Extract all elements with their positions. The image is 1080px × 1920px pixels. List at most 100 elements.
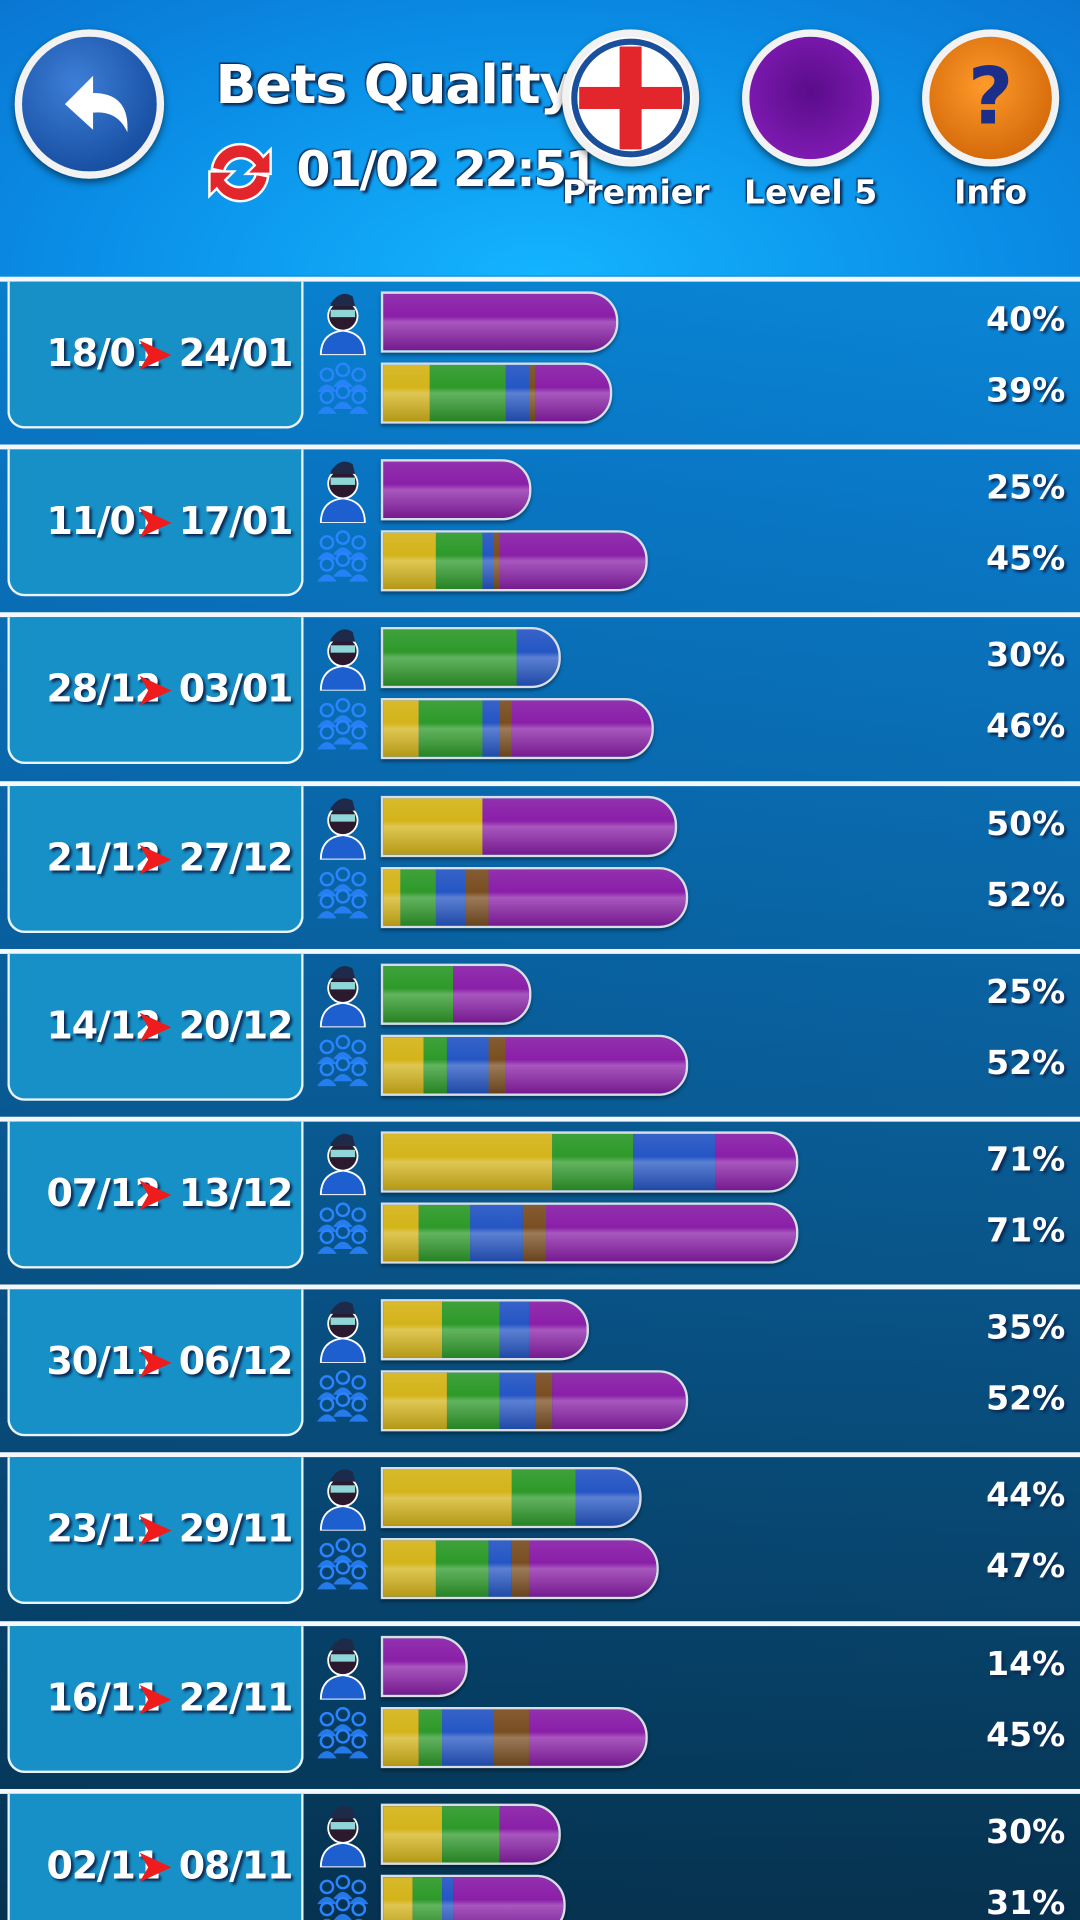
arrow-icon [139, 508, 172, 538]
date-to: 03/01 [178, 667, 294, 712]
bar-segment [418, 1708, 442, 1766]
icon-shape [351, 1733, 367, 1749]
icon-shape [351, 1397, 367, 1413]
user-bar [380, 1803, 561, 1865]
date-box: 02/11 08/11 [7, 1793, 304, 1920]
icon-shape [335, 1728, 351, 1744]
icon-shape [330, 965, 356, 979]
community-bar [380, 1202, 799, 1264]
icon-shape [335, 1224, 351, 1240]
icon-shape [333, 1723, 353, 1731]
week-row: 16/11 22/11 14% 45% [0, 1620, 1080, 1790]
updated-time: 01/02 22:51 [296, 142, 599, 199]
icon-shape [330, 1821, 356, 1830]
back-button[interactable] [14, 29, 165, 179]
community-icon [317, 1034, 369, 1086]
bar-segment [453, 1876, 564, 1920]
user-icon [319, 293, 366, 356]
bar-segment [383, 1708, 419, 1766]
icon-shape [330, 813, 356, 822]
title: Bets Quality [215, 53, 575, 117]
bar-segment [493, 1708, 529, 1766]
date-to: 17/01 [178, 499, 294, 544]
icon-shape [317, 888, 337, 896]
user-icon [319, 1301, 366, 1364]
icon-shape [351, 1229, 367, 1245]
icon-shape [330, 1149, 356, 1158]
user-icon [319, 1637, 366, 1700]
arrow-icon [139, 1012, 172, 1042]
icon-shape [351, 725, 367, 741]
bar-segment [511, 1469, 576, 1527]
icon-shape [319, 1565, 335, 1581]
icon-shape [330, 1469, 356, 1483]
refresh-icon[interactable] [202, 135, 278, 211]
community-icon [317, 866, 369, 918]
community-percent: 39% [986, 372, 1066, 411]
icon-shape [333, 1577, 353, 1585]
icon-shape [317, 910, 337, 918]
icon-shape [333, 1051, 353, 1059]
icon-shape [351, 1711, 367, 1727]
user-bar [380, 795, 677, 857]
icon-shape [319, 1879, 335, 1895]
bar-segment [499, 700, 512, 758]
bar-segment [505, 364, 529, 422]
bar-segment [493, 532, 500, 590]
icon-shape [335, 1034, 351, 1050]
user-icon [319, 1133, 366, 1196]
community-bar [380, 1034, 689, 1096]
community-percent: 45% [986, 1716, 1066, 1755]
bar-segment [383, 1876, 413, 1920]
bar-segment [441, 1301, 500, 1359]
user-icon [319, 1469, 366, 1532]
icon-shape [335, 384, 351, 400]
bar-segment [447, 1372, 500, 1430]
community-percent: 47% [986, 1548, 1066, 1587]
bar-segment [464, 868, 488, 926]
date-to: 29/11 [178, 1507, 294, 1552]
icon-shape [335, 1874, 351, 1890]
icon-shape [319, 725, 335, 741]
icon-shape [333, 1387, 353, 1395]
icon-shape [319, 1169, 366, 1196]
icon-shape [319, 557, 335, 573]
bar-segment [383, 797, 483, 855]
bar-segment [429, 364, 506, 422]
user-bar [380, 1131, 799, 1193]
icon-shape [335, 698, 351, 714]
info-button[interactable]: ? [922, 29, 1060, 167]
level-button[interactable] [742, 29, 880, 167]
icon-shape [317, 720, 337, 728]
community-bar [380, 530, 648, 592]
arrow-shape [139, 508, 172, 538]
icon-shape [330, 629, 356, 643]
community-percent: 71% [986, 1212, 1066, 1251]
icon-shape [319, 1229, 335, 1245]
date-to: 06/12 [178, 1339, 294, 1384]
bar-segment [447, 1036, 488, 1094]
community-icon [317, 1202, 369, 1254]
community-percent: 52% [986, 876, 1066, 915]
user-percent: 14% [986, 1645, 1066, 1684]
icon-shape [335, 1896, 351, 1912]
bar-segment [487, 1036, 506, 1094]
league-button[interactable] [562, 29, 700, 167]
icon-shape [330, 461, 356, 475]
icon-shape [348, 742, 369, 750]
bar-segment [441, 1805, 500, 1863]
bar-segment [383, 1637, 465, 1695]
icon-shape [319, 1505, 366, 1532]
community-percent: 52% [986, 1044, 1066, 1083]
bar-segment [383, 293, 616, 351]
bar-segment [383, 1301, 442, 1359]
user-icon [319, 965, 366, 1028]
user-percent: 44% [986, 1477, 1066, 1516]
icon-shape [330, 1637, 356, 1651]
date-box: 11/01 17/01 [7, 449, 304, 597]
icon-shape [330, 1301, 356, 1315]
date-box: 23/11 29/11 [7, 1457, 304, 1605]
bar-segment [505, 1036, 686, 1094]
date-to: 27/12 [178, 835, 294, 880]
